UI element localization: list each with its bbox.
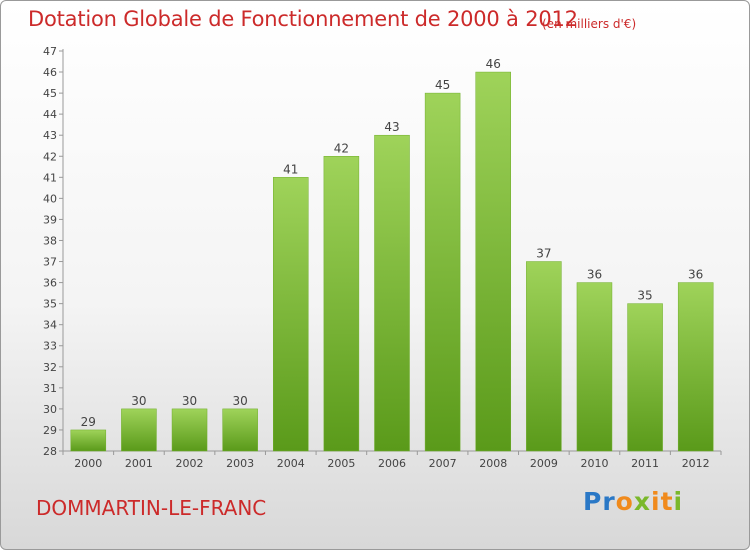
y-tick-label: 33 <box>43 340 57 353</box>
bar <box>475 71 511 452</box>
x-tick-label: 2002 <box>176 457 204 470</box>
x-tick-label: 2003 <box>226 457 254 470</box>
bar <box>70 429 107 452</box>
data-label: 46 <box>486 57 501 71</box>
data-label: 30 <box>131 394 146 408</box>
data-label: 36 <box>587 268 602 282</box>
x-tick-label: 2004 <box>277 457 305 470</box>
bar <box>677 282 714 452</box>
data-label: 35 <box>637 289 652 303</box>
x-tick-label: 2005 <box>327 457 355 470</box>
x-tick-label: 2011 <box>631 457 659 470</box>
y-tick-label: 37 <box>43 256 57 269</box>
bar <box>121 408 157 452</box>
y-tick-label: 29 <box>43 424 57 437</box>
data-label: 29 <box>81 415 96 429</box>
y-tick-label: 28 <box>43 445 57 458</box>
bar <box>374 134 410 452</box>
brand-letter: o <box>615 487 634 516</box>
y-tick-label: 44 <box>43 108 57 121</box>
proxiti-logo: Proxiti <box>583 487 683 516</box>
y-tick-label: 42 <box>43 150 57 163</box>
x-tick-label: 2008 <box>479 457 507 470</box>
y-tick-label: 43 <box>43 129 57 142</box>
y-tick-label: 30 <box>43 403 57 416</box>
data-label: 36 <box>688 268 703 282</box>
brand-letter: i <box>673 487 684 516</box>
bar <box>171 408 208 452</box>
page-title: Dotation Globale de Fonctionnement de 20… <box>28 7 578 31</box>
y-tick-label: 45 <box>43 87 57 100</box>
brand-letter: i <box>651 487 661 516</box>
brand-letter: r <box>602 487 616 516</box>
unit-label: (en milliers d'€) <box>542 17 637 31</box>
y-tick-label: 39 <box>43 213 57 226</box>
y-tick-label: 31 <box>43 382 57 395</box>
commune-name: DOMMARTIN-LE-FRANC <box>36 496 267 520</box>
bar <box>424 92 461 452</box>
y-tick-label: 47 <box>43 45 57 58</box>
brand-letter: x <box>633 487 651 516</box>
y-tick-label: 40 <box>43 192 57 205</box>
bar <box>526 261 562 452</box>
brand-letter: t <box>660 487 674 516</box>
bar <box>576 282 613 452</box>
y-tick-label: 34 <box>43 319 57 332</box>
data-label: 41 <box>283 162 298 176</box>
y-tick-label: 35 <box>43 298 57 311</box>
bar <box>222 408 258 452</box>
bar <box>323 156 360 452</box>
y-tick-label: 32 <box>43 361 57 374</box>
data-label: 30 <box>233 394 248 408</box>
data-label: 42 <box>334 141 349 155</box>
data-label: 45 <box>435 78 450 92</box>
x-tick-label: 2010 <box>580 457 608 470</box>
bar <box>627 303 663 452</box>
x-tick-label: 2006 <box>378 457 406 470</box>
y-tick-label: 38 <box>43 234 57 247</box>
brand-letter: P <box>583 487 603 516</box>
x-tick-label: 2012 <box>682 457 710 470</box>
data-label: 30 <box>182 394 197 408</box>
x-tick-label: 2000 <box>74 457 102 470</box>
data-label: 37 <box>536 247 551 261</box>
x-tick-label: 2001 <box>125 457 153 470</box>
y-tick-label: 46 <box>43 66 57 79</box>
y-tick-label: 36 <box>43 277 57 290</box>
x-tick-label: 2007 <box>429 457 457 470</box>
data-label: 43 <box>384 120 399 134</box>
x-tick-label: 2009 <box>530 457 558 470</box>
y-tick-label: 41 <box>43 171 57 184</box>
bar <box>273 177 309 452</box>
